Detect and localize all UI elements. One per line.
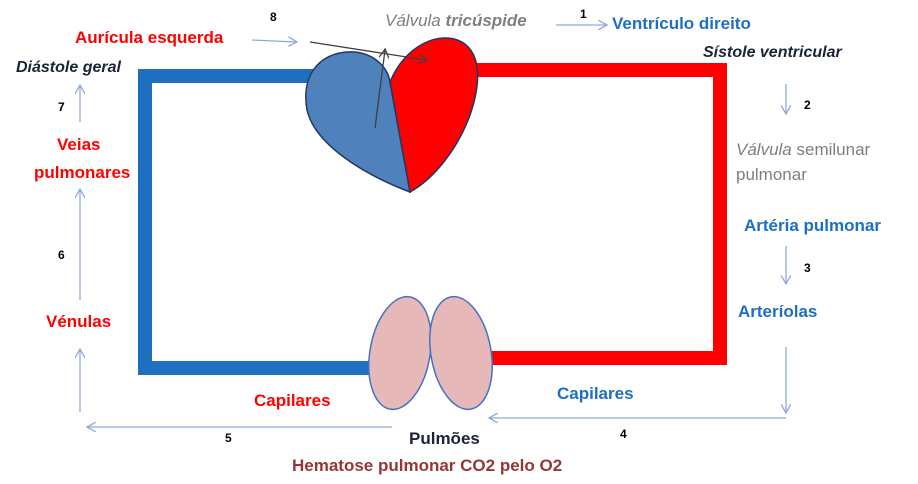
- label-valvula-tricuspide-b: tricúspide: [445, 11, 527, 30]
- label-arteria-pulmonar: Artéria pulmonar: [744, 216, 881, 235]
- label-valvula-tricuspide: Válvula tricúspide: [385, 12, 527, 29]
- arrow-8: [251, 40, 296, 42]
- lung-left: [368, 295, 432, 411]
- label-capilares-left: Capilares: [254, 391, 331, 410]
- label-valvula-tricuspide-a: Válvula: [385, 11, 441, 30]
- label-pulmonar: pulmonar: [736, 165, 807, 184]
- step-3: 3: [804, 261, 811, 275]
- label-arteriolas: Arteríolas: [738, 302, 818, 321]
- step-8: 8: [270, 10, 277, 24]
- flow-arrows: [80, 25, 786, 427]
- heart-left-half: [305, 51, 411, 194]
- label-capilares-right: Capilares: [557, 384, 634, 403]
- valve-line: [374, 50, 385, 129]
- label-pulmoes: Pulmões: [409, 429, 480, 448]
- arterial-vessel: [455, 63, 727, 365]
- step-7: 7: [58, 100, 65, 114]
- label-valvula-semilunar-b: semilunar: [796, 140, 871, 159]
- label-valvula-semilunar-a: Válvula: [736, 140, 792, 159]
- step-1: 1: [580, 7, 587, 21]
- step-6: 6: [58, 248, 65, 262]
- step-4: 4: [620, 427, 627, 441]
- heart: [305, 37, 479, 194]
- step-2: 2: [804, 98, 811, 112]
- label-sistole-ventricular: Sístole ventricular: [703, 44, 842, 61]
- label-ventriculo-direito: Ventrículo direito: [612, 14, 751, 33]
- heart-right-half: [389, 37, 479, 194]
- label-diastole-geral: Diástole geral: [16, 59, 121, 76]
- label-venulas: Vénulas: [46, 312, 112, 331]
- label-pulmonares: pulmonares: [34, 163, 131, 182]
- label-hematose: Hematose pulmonar CO2 pelo O2: [292, 456, 563, 475]
- atrium-arrow: [309, 41, 426, 60]
- label-auricula-esquerda: Aurícula esquerda: [75, 28, 224, 47]
- lungs: [368, 295, 493, 411]
- venous-vessel: [138, 69, 370, 375]
- label-valvula-semilunar: Válvula semilunar: [736, 141, 870, 158]
- lung-right: [429, 295, 493, 411]
- label-veias: Veias: [57, 135, 101, 154]
- step-5: 5: [225, 431, 232, 445]
